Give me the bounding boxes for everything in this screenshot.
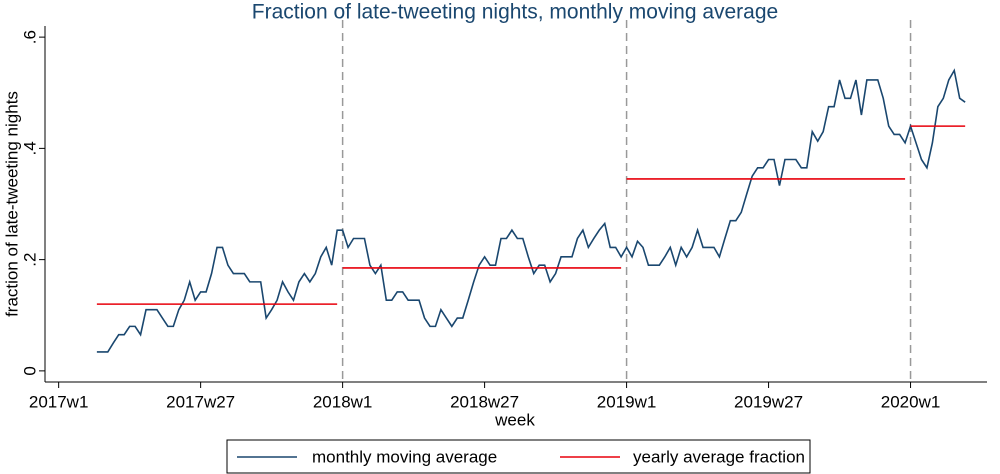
y-tick-label: .2 xyxy=(20,253,39,267)
x-tick-label: 2019w27 xyxy=(734,392,803,411)
y-tick-label: .6 xyxy=(20,30,39,44)
y-axis-label: fraction of late-tweeting nights xyxy=(2,91,21,317)
x-tick-label: 2017w27 xyxy=(166,392,235,411)
legend-box xyxy=(226,439,811,474)
x-axis-label: week xyxy=(494,410,535,429)
x-tick-label: 2018w27 xyxy=(450,392,519,411)
data-line xyxy=(96,68,966,353)
chart-title: Fraction of late-tweeting nights, monthl… xyxy=(252,1,778,24)
y-tick-label: 0 xyxy=(20,366,39,375)
x-tick-label: 2019w1 xyxy=(597,392,657,411)
x-tick-label: 2017w1 xyxy=(29,392,89,411)
x-tick-label: 2018w1 xyxy=(313,392,373,411)
legend-label: monthly moving average xyxy=(312,447,497,466)
legend-label: yearly average fraction xyxy=(633,447,805,466)
x-tick-label: 2020w1 xyxy=(881,392,941,411)
y-tick-label: .4 xyxy=(20,141,39,155)
